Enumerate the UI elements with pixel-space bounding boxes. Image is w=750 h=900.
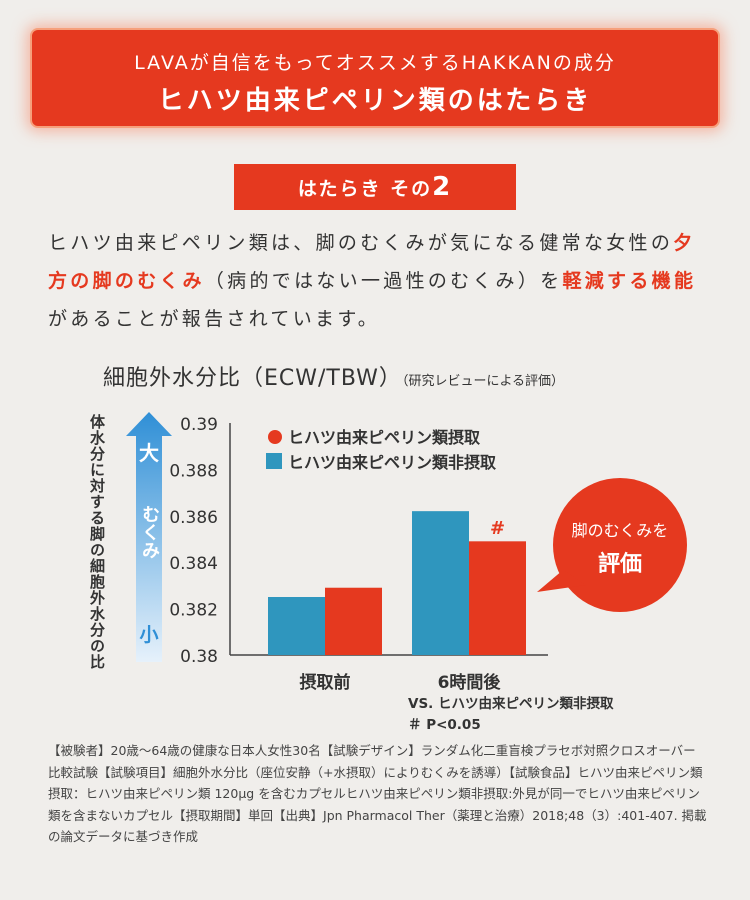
legend-label: ヒハツ由来ピペリン類摂取	[288, 428, 480, 447]
comparison-note: VS. ヒハツ由来ピペリン類非摂取 ＃ P<0.05	[408, 694, 614, 736]
significance-mark: #	[490, 518, 505, 539]
intro-paragraph: ヒハツ由来ピペリン類は、脚のむくみが気になる健常な女性の夕方の脚のむくみ（病的で…	[48, 224, 708, 338]
banner-subtitle: LAVAが自信をもってオススメするHAKKANの成分	[134, 52, 616, 74]
banner-title: ヒハツ由来ピペリン類のはたらき	[157, 86, 593, 116]
bar-intake-1	[325, 587, 382, 655]
comparison-note-line1: VS. ヒハツ由来ピペリン類非摂取	[408, 696, 614, 712]
legend-swatch-non-intake	[266, 453, 282, 469]
title-banner: LAVAが自信をもってオススメするHAKKANの成分 ヒハツ由来ピペリン類のはた…	[30, 28, 720, 128]
legend-swatch-intake	[268, 430, 282, 444]
intro-text-3: があることが報告されています。	[48, 308, 381, 330]
section-tag-label: はたらき その	[297, 178, 433, 200]
intro-text-1: ヒハツ由来ピペリン類は、脚のむくみが気になる健常な女性の	[48, 232, 674, 254]
bar-non-intake-2	[412, 511, 469, 655]
callout-line-2: 評価	[598, 551, 642, 577]
section-tag-number: 2	[432, 172, 453, 202]
chart-title-sub: （研究レビューによる評価）	[401, 374, 565, 389]
chart-title-main: 細胞外水分比（ECW/TBW）	[103, 366, 402, 391]
callout-line-1: 脚のむくみを	[572, 521, 669, 540]
significance-note: ＃ P<0.05	[408, 717, 481, 733]
arrow-label-small: 小	[139, 624, 159, 646]
intro-highlight-1: 夕方の脚のむくみ	[48, 232, 696, 292]
swelling-arrow-icon	[126, 412, 172, 662]
y-axis-vertical-label: 体水分に対する脚の細胞外水分の比	[88, 414, 106, 670]
arrow-label-swelling: むくみ	[139, 505, 160, 559]
y-tick-label: 0.38	[180, 647, 218, 667]
arrow-label-large: 大	[139, 441, 159, 465]
y-tick-label: 0.382	[169, 601, 218, 621]
x-tick-label: 6時間後	[438, 672, 502, 693]
intro-text-2: （病的ではない一過性のむくみ）を	[204, 270, 563, 292]
chart-title: 細胞外水分比（ECW/TBW）（研究レビューによる評価）	[103, 360, 564, 392]
callout-bubble	[553, 478, 687, 612]
x-tick-label: 摂取前	[300, 672, 351, 693]
y-tick-label: 0.39	[180, 415, 218, 435]
bar-intake-2	[469, 541, 526, 655]
y-tick-label: 0.388	[169, 461, 218, 481]
intro-highlight-2: 軽減する機能	[562, 270, 697, 292]
y-tick-label: 0.386	[169, 508, 218, 528]
callout-pointer	[537, 570, 586, 592]
y-tick-label: 0.384	[169, 554, 218, 574]
legend-label: ヒハツ由来ピペリン類非摂取	[288, 453, 496, 472]
bar-non-intake-1	[268, 597, 325, 655]
section-tag: はたらき その2	[234, 164, 516, 210]
study-footnote: 【被験者】20歳～64歳の健康な日本人女性30名【試験デザイン】ランダム化二重盲…	[48, 743, 707, 844]
